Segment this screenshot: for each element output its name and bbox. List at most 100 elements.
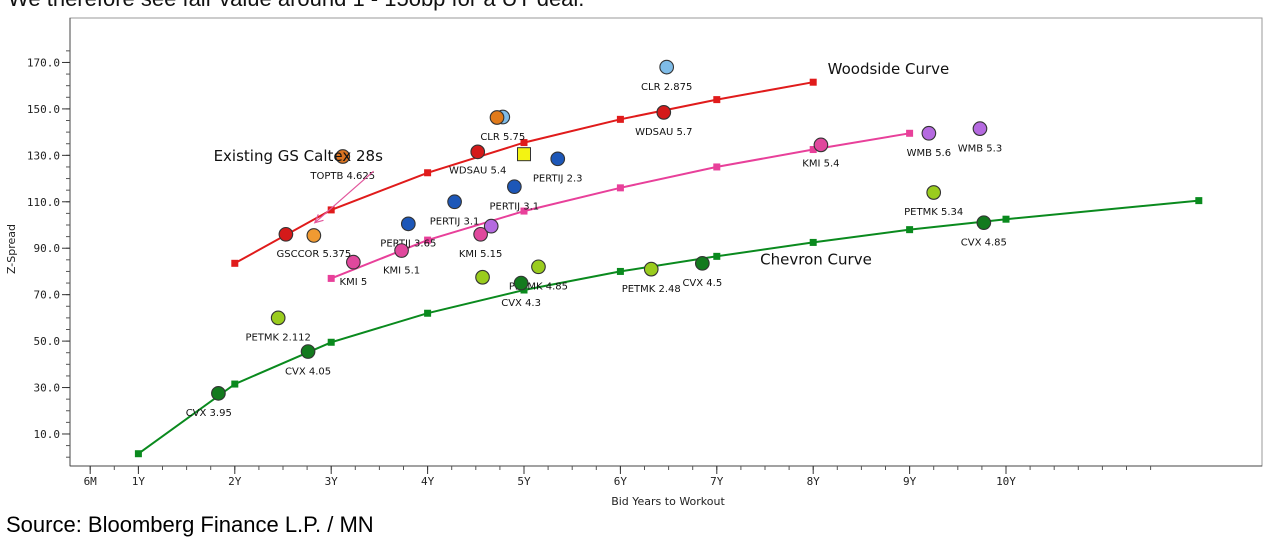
x-tick-label: 6M (84, 475, 98, 488)
callout-arrow (314, 170, 374, 224)
bond-point (659, 59, 675, 75)
y-tick-label: 110.0 (27, 196, 60, 209)
x-tick-label: 10Y (996, 475, 1016, 488)
bond-points: CLR 2.875 WDSAU 5.7 CLR 5.75 TOPTB 4.625 WDS… (186, 59, 1007, 419)
bond-point (447, 194, 462, 210)
bond-point (550, 151, 566, 167)
woodside-curve-marker (616, 115, 624, 123)
bond-label: KMI 5.4 (802, 158, 839, 169)
bond-point (300, 344, 316, 359)
plot-frame (69, 17, 1263, 467)
y-tick-label: 10.0 (34, 428, 61, 441)
bond-point (475, 269, 490, 285)
pink-curve-marker (809, 146, 817, 154)
pink-curve-marker (327, 274, 335, 282)
chevron-curve-marker (809, 238, 817, 246)
x-axis-label: Bid Years to Workout (611, 495, 725, 508)
woodside-curve-label: Woodside Curve (828, 60, 950, 78)
pink-curve-marker (616, 184, 624, 192)
chevron-curve-marker (616, 267, 624, 275)
bond-point (813, 137, 829, 153)
bond-point (972, 121, 988, 136)
source-note: Source: Bloomberg Finance L.P. / MN (6, 512, 374, 537)
chevron-curve-marker (231, 380, 239, 388)
bond-label: PETMK 2.48 (622, 284, 681, 295)
bond-label: WDSAU 5.4 (449, 165, 506, 176)
bond-label: CVX 4.05 (285, 366, 331, 377)
bond-point (513, 275, 529, 291)
bond-label: KMI 5.15 (459, 249, 503, 260)
callout-label: Existing GS Caltex 28s (214, 147, 384, 165)
z-spread-chart: 10.0 30.0 50.0 70.0 90.0 110.0 130.0 150.0 170.0… (5, 17, 1263, 508)
bond-point (394, 243, 409, 258)
woodside-curve-marker (809, 78, 817, 86)
bond-point (926, 185, 942, 200)
y-tick-label: 70.0 (34, 289, 61, 302)
y-tick-label: 90.0 (34, 242, 61, 255)
pink-curve-marker (520, 207, 528, 215)
bond-point (694, 255, 710, 271)
chevron-curve-label: Chevron Curve (760, 250, 872, 268)
bond-point (270, 310, 286, 326)
bond-point (489, 110, 505, 125)
bond-point (507, 179, 522, 195)
chevron-curve-marker (424, 309, 432, 317)
bond-point (976, 215, 992, 231)
bond-point (278, 226, 294, 242)
chevron-curve-marker (327, 338, 335, 346)
bond-point (656, 105, 672, 120)
bond-point (306, 228, 322, 243)
bond-point (211, 385, 226, 401)
woodside-curve-marker (713, 96, 721, 104)
bond-label: PETMK 2.112 (245, 333, 310, 344)
bond-point (346, 254, 361, 270)
bond-label: PERTIJ 3.1 (430, 217, 480, 228)
chevron-curve-marker (134, 450, 142, 458)
bond-label: CVX 4.3 (501, 298, 541, 309)
x-tick-label: 3Y (325, 475, 339, 488)
bond-point (400, 216, 416, 232)
bond-label: KMI 5 (340, 277, 368, 288)
woodside-curve-marker (424, 169, 432, 177)
y-tick-label: 30.0 (34, 382, 61, 395)
bond-label: WMB 5.6 (907, 148, 951, 159)
chevron-curve-marker (1195, 197, 1203, 205)
bond-label: PERTIJ 3.65 (380, 239, 436, 250)
bond-point (643, 261, 659, 277)
chevron-curve-marker (713, 252, 721, 260)
bond-label: KMI 5.1 (383, 265, 420, 276)
new-issue-marker (517, 147, 531, 162)
curves: Woodside Curve Chevron Curve (134, 60, 1203, 458)
chevron-curve-marker (520, 286, 528, 294)
y-tick-label: 170.0 (27, 56, 60, 69)
x-tick-label: 5Y (517, 475, 531, 488)
bond-point (473, 226, 488, 242)
bond-label: GSCCOR 5.375 (277, 249, 352, 260)
woodside-curve-marker (327, 206, 335, 214)
pink-curve-marker (424, 236, 432, 244)
bond-label: TOPTB 4.625 (309, 171, 375, 182)
bond-label: PETMK 5.34 (904, 207, 963, 218)
bond-label: PERTIJ 2.3 (533, 174, 583, 185)
y-axis: 10.0 30.0 50.0 70.0 90.0 110.0 130.0 150.0 170.0 (27, 50, 70, 458)
y-tick-label: 130.0 (27, 149, 60, 162)
bond-label: CVX 3.95 (186, 408, 232, 419)
plot-area (69, 17, 1263, 467)
chevron-curve-marker (906, 226, 914, 234)
woodside-curve-marker (231, 259, 239, 267)
bond-label: PETMK 4.85 (509, 282, 568, 293)
callout-arrowhead (313, 214, 324, 224)
bond-point (335, 149, 351, 164)
bond-label: CLR 2.875 (641, 82, 692, 93)
x-tick-label: 6Y (614, 475, 628, 488)
x-tick-label: 8Y (807, 475, 821, 488)
annotations: Existing GS Caltex 28s (214, 147, 384, 224)
bond-label: CVX 4.5 (682, 278, 722, 289)
bond-label: PERTIJ 3.1 (490, 201, 540, 212)
chevron-curve-marker (1002, 215, 1010, 223)
x-tick-label: 9Y (903, 475, 917, 488)
y-tick-label: 150.0 (27, 103, 60, 116)
x-tick-label: 2Y (228, 475, 242, 488)
chart-heading: We therefore see fair value around 1 - 1… (8, 0, 584, 12)
y-tick-label: 50.0 (34, 335, 61, 348)
